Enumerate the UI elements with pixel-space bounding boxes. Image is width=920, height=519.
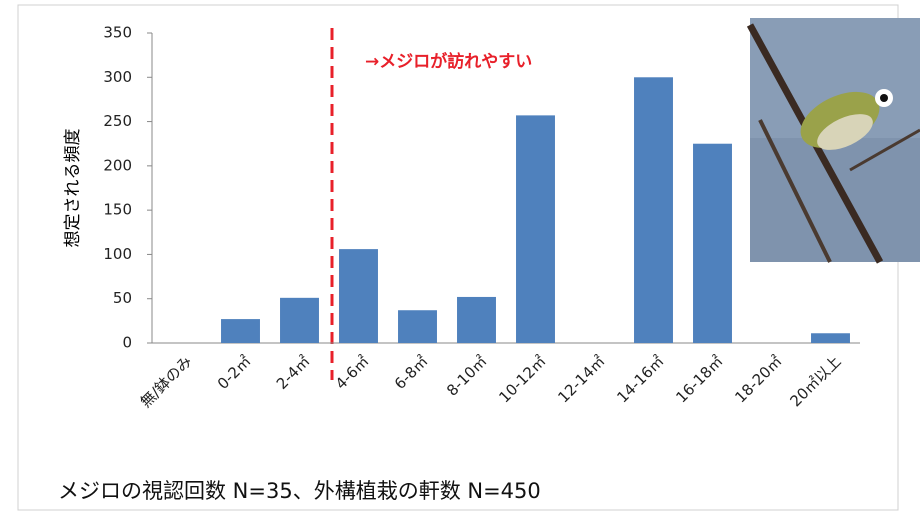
bar [516, 115, 555, 343]
bar [398, 310, 437, 343]
x-tick-label: 2-4㎡ [273, 352, 314, 393]
y-tick-label: 200 [103, 156, 132, 174]
bar [693, 143, 732, 343]
y-tick-label: 300 [103, 68, 132, 86]
y-tick-label: 100 [103, 245, 132, 263]
y-tick-label: 50 [113, 289, 132, 307]
y-axis-label: 想定される頻度 [63, 129, 83, 248]
photo-bird-eye [880, 94, 888, 102]
x-tick-label: 無/鉢のみ [137, 352, 196, 411]
bar [339, 249, 378, 343]
photo-branch [758, 119, 832, 263]
x-tick-label: 20㎡以上 [786, 352, 844, 410]
photo-branch [849, 128, 920, 172]
y-tick-label: 350 [103, 24, 132, 42]
x-tick-label: 6-8㎡ [391, 352, 432, 393]
bar [280, 297, 319, 343]
annotation: →メジロが訪れやすい [365, 51, 532, 72]
x-tick-label: 18-20㎡ [731, 352, 785, 406]
bar [634, 77, 673, 344]
footnote: メジロの視認回数 N=35、外構植栽の軒数 N=450 [58, 479, 541, 503]
photo-bird-belly [817, 114, 873, 150]
x-tick-label: 4-6㎡ [332, 352, 373, 393]
bar [457, 296, 496, 343]
y-tick-label: 0 [122, 334, 132, 352]
bar [221, 319, 260, 343]
y-tick-label: 250 [103, 112, 132, 130]
x-tick-label: 0-2㎡ [214, 352, 255, 393]
x-tick-label: 14-16㎡ [613, 352, 667, 406]
bar [811, 333, 850, 343]
x-tick-label: 16-18㎡ [672, 352, 726, 406]
x-tick-label: 10-12㎡ [495, 352, 549, 406]
x-tick-label: 12-14㎡ [554, 352, 608, 406]
bird-photo [746, 18, 920, 264]
x-tick-label: 8-10㎡ [443, 352, 490, 399]
y-tick-label: 150 [103, 201, 132, 219]
